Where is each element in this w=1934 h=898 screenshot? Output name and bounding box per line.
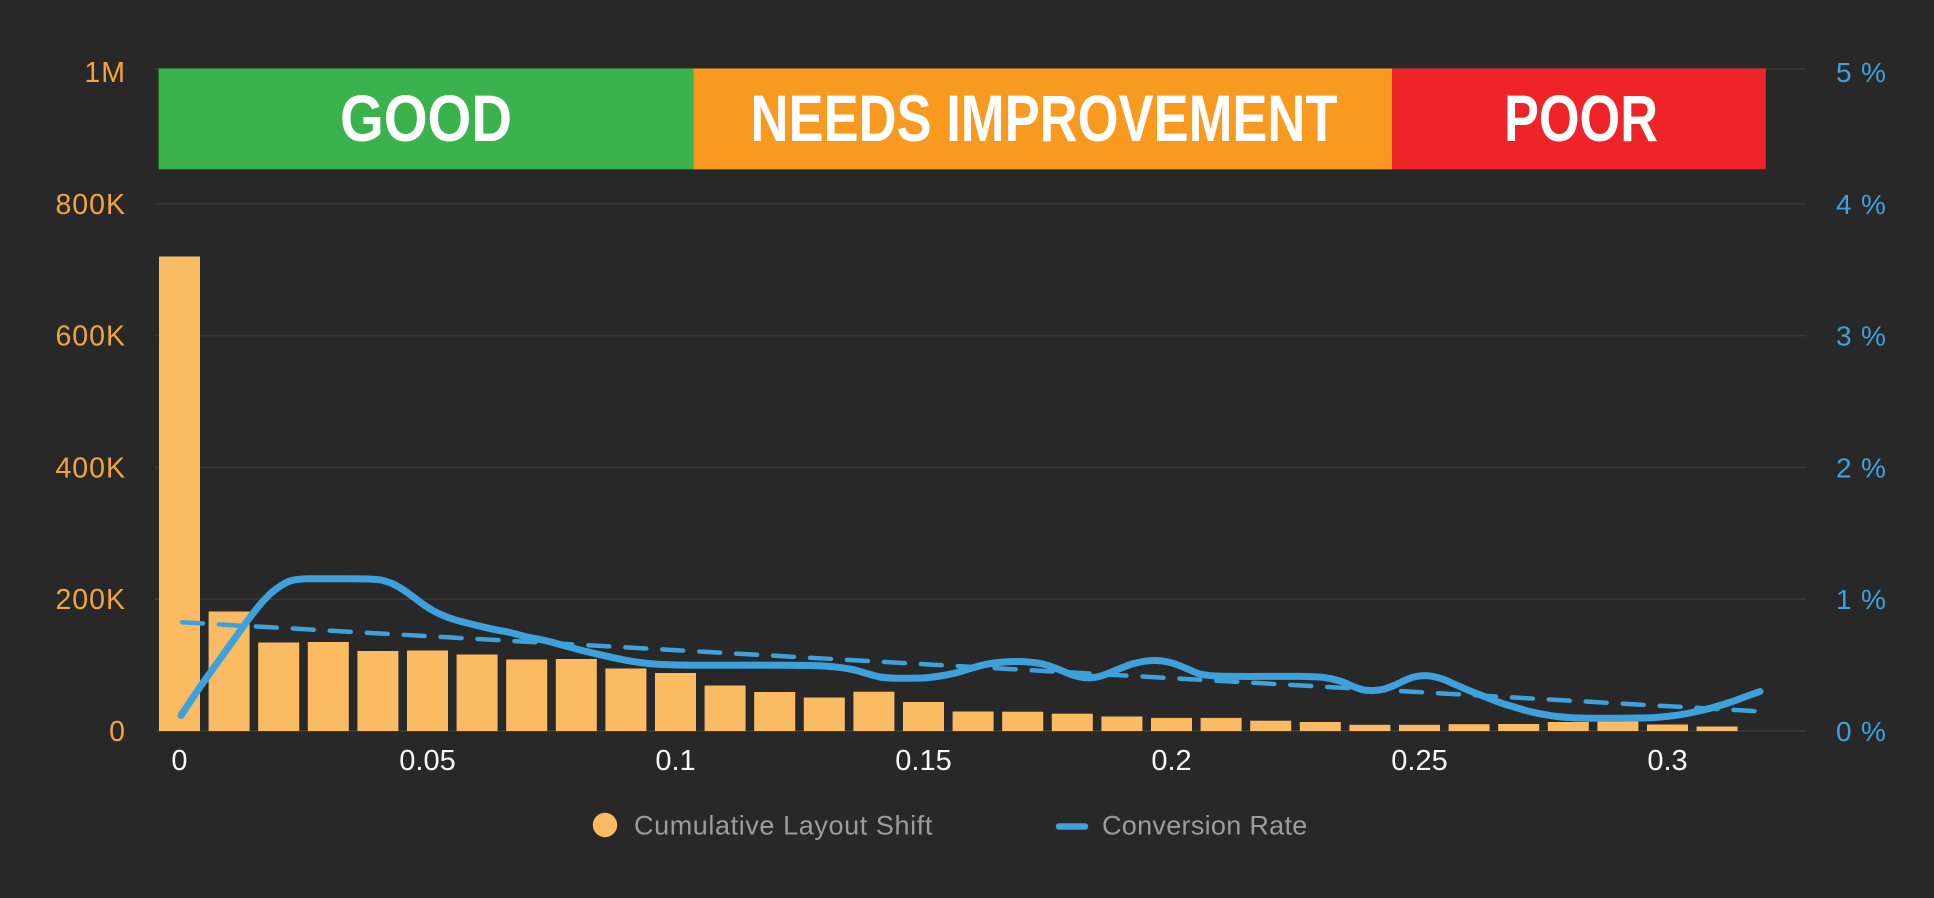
svg-text:0.15: 0.15 [895, 745, 951, 777]
svg-text:0.1: 0.1 [655, 745, 695, 777]
svg-text:GOOD: GOOD [340, 81, 512, 155]
svg-text:0.25: 0.25 [1391, 745, 1447, 777]
svg-text:POOR: POOR [1504, 81, 1658, 155]
svg-text:4 %: 4 % [1836, 189, 1887, 220]
svg-text:5 %: 5 % [1836, 57, 1887, 88]
svg-text:400K: 400K [55, 452, 126, 484]
svg-text:0: 0 [171, 745, 187, 777]
svg-text:0 %: 0 % [1836, 716, 1887, 747]
svg-text:0.05: 0.05 [399, 745, 455, 777]
svg-text:600K: 600K [55, 321, 126, 353]
svg-text:200K: 200K [55, 584, 126, 616]
svg-text:800K: 800K [55, 189, 126, 221]
svg-text:3 %: 3 % [1836, 321, 1887, 352]
svg-text:0: 0 [109, 716, 126, 748]
svg-text:Conversion Rate: Conversion Rate [1102, 811, 1308, 841]
svg-text:0.2: 0.2 [1151, 745, 1191, 777]
svg-text:2 %: 2 % [1836, 452, 1887, 483]
svg-text:Cumulative Layout Shift: Cumulative Layout Shift [634, 811, 933, 841]
svg-text:NEEDS IMPROVEMENT: NEEDS IMPROVEMENT [751, 81, 1338, 155]
svg-text:1 %: 1 % [1836, 584, 1887, 615]
svg-text:1M: 1M [84, 57, 126, 89]
svg-text:0.3: 0.3 [1647, 745, 1687, 777]
